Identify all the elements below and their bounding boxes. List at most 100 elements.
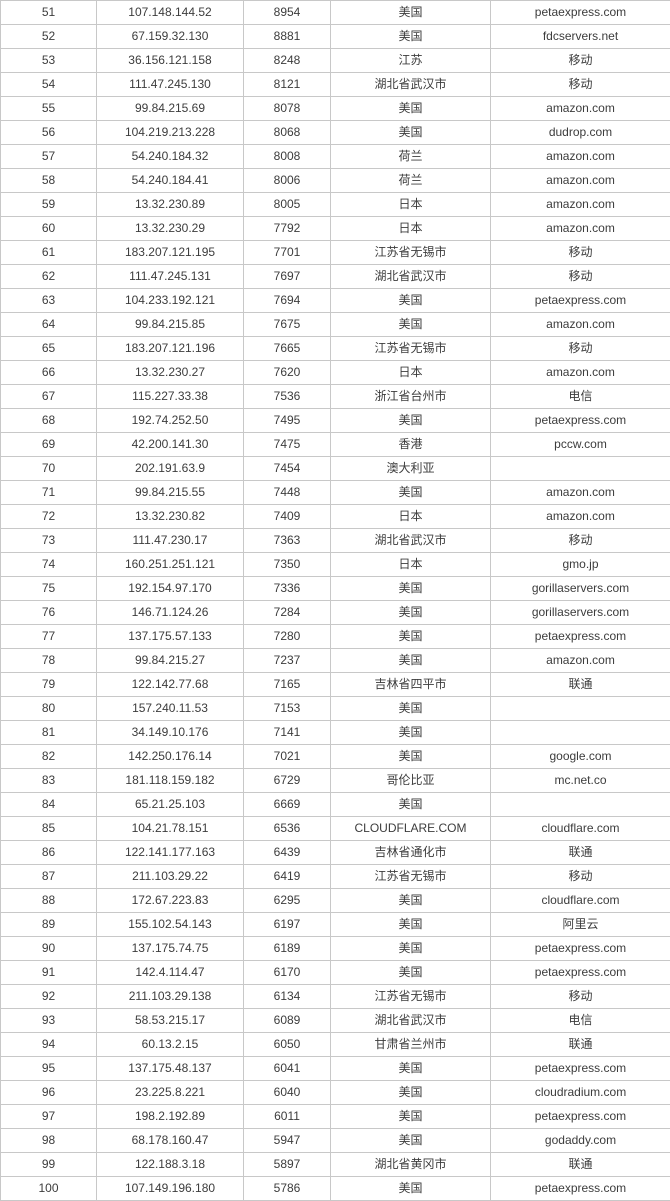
cell-ip: 211.103.29.138 xyxy=(97,985,244,1009)
cell-location: 美国 xyxy=(331,601,491,625)
cell-location: 美国 xyxy=(331,289,491,313)
cell-rank: 67 xyxy=(1,385,97,409)
cell-organization: 联通 xyxy=(491,1033,670,1057)
cell-organization: 移动 xyxy=(491,49,670,73)
cell-location: 日本 xyxy=(331,505,491,529)
cell-organization: petaexpress.com xyxy=(491,625,670,649)
cell-location: 江苏省无锡市 xyxy=(331,337,491,361)
cell-ip: 42.200.141.30 xyxy=(97,433,244,457)
cell-rank: 80 xyxy=(1,697,97,721)
cell-location: 美国 xyxy=(331,721,491,745)
cell-location: 荷兰 xyxy=(331,169,491,193)
cell-rank: 81 xyxy=(1,721,97,745)
cell-count: 8248 xyxy=(244,49,331,73)
cell-ip: 107.149.196.180 xyxy=(97,1177,244,1201)
cell-organization: 移动 xyxy=(491,337,670,361)
cell-ip: 60.13.2.15 xyxy=(97,1033,244,1057)
cell-location: 日本 xyxy=(331,193,491,217)
cell-rank: 76 xyxy=(1,601,97,625)
cell-location: 美国 xyxy=(331,937,491,961)
cell-location: 湖北省武汉市 xyxy=(331,1009,491,1033)
cell-count: 7409 xyxy=(244,505,331,529)
cell-organization: 联通 xyxy=(491,1153,670,1177)
cell-organization: 联通 xyxy=(491,841,670,865)
cell-count: 7336 xyxy=(244,577,331,601)
cell-location: 哥伦比亚 xyxy=(331,769,491,793)
cell-rank: 59 xyxy=(1,193,97,217)
cell-rank: 94 xyxy=(1,1033,97,1057)
cell-ip: 183.207.121.196 xyxy=(97,337,244,361)
cell-location: 日本 xyxy=(331,553,491,577)
cell-location: 湖北省黄冈市 xyxy=(331,1153,491,1177)
cell-organization: amazon.com xyxy=(491,649,670,673)
cell-rank: 54 xyxy=(1,73,97,97)
cell-organization: 电信 xyxy=(491,385,670,409)
cell-location: 美国 xyxy=(331,409,491,433)
cell-count: 5786 xyxy=(244,1177,331,1201)
cell-ip: 137.175.57.133 xyxy=(97,625,244,649)
cell-count: 8078 xyxy=(244,97,331,121)
cell-rank: 70 xyxy=(1,457,97,481)
cell-rank: 78 xyxy=(1,649,97,673)
cell-count: 6295 xyxy=(244,889,331,913)
cell-rank: 99 xyxy=(1,1153,97,1177)
cell-organization: 移动 xyxy=(491,265,670,289)
cell-organization: amazon.com xyxy=(491,193,670,217)
cell-count: 7665 xyxy=(244,337,331,361)
cell-count: 6040 xyxy=(244,1081,331,1105)
cell-count: 7153 xyxy=(244,697,331,721)
cell-rank: 72 xyxy=(1,505,97,529)
cell-count: 7697 xyxy=(244,265,331,289)
cell-count: 7165 xyxy=(244,673,331,697)
cell-rank: 58 xyxy=(1,169,97,193)
cell-ip: 192.154.97.170 xyxy=(97,577,244,601)
cell-organization: gorillaservers.com xyxy=(491,577,670,601)
cell-count: 7350 xyxy=(244,553,331,577)
cell-location: 江苏省无锡市 xyxy=(331,865,491,889)
cell-organization: gmo.jp xyxy=(491,553,670,577)
cell-ip: 142.4.114.47 xyxy=(97,961,244,985)
cell-location: 美国 xyxy=(331,121,491,145)
cell-count: 7475 xyxy=(244,433,331,457)
cell-count: 7454 xyxy=(244,457,331,481)
cell-ip: 111.47.245.131 xyxy=(97,265,244,289)
cell-ip: 111.47.230.17 xyxy=(97,529,244,553)
cell-rank: 55 xyxy=(1,97,97,121)
cell-count: 8005 xyxy=(244,193,331,217)
cell-location: 香港 xyxy=(331,433,491,457)
cell-location: 美国 xyxy=(331,745,491,769)
cell-organization xyxy=(491,793,670,817)
cell-ip: 23.225.8.221 xyxy=(97,1081,244,1105)
cell-count: 8121 xyxy=(244,73,331,97)
cell-organization: amazon.com xyxy=(491,97,670,121)
cell-ip: 181.118.159.182 xyxy=(97,769,244,793)
cell-organization: petaexpress.com xyxy=(491,937,670,961)
cell-rank: 89 xyxy=(1,913,97,937)
cell-ip: 107.148.144.52 xyxy=(97,1,244,25)
cell-ip: 211.103.29.22 xyxy=(97,865,244,889)
cell-organization: fdcservers.net xyxy=(491,25,670,49)
cell-count: 7280 xyxy=(244,625,331,649)
cell-rank: 91 xyxy=(1,961,97,985)
cell-rank: 96 xyxy=(1,1081,97,1105)
cell-rank: 98 xyxy=(1,1129,97,1153)
cell-location: 江苏 xyxy=(331,49,491,73)
